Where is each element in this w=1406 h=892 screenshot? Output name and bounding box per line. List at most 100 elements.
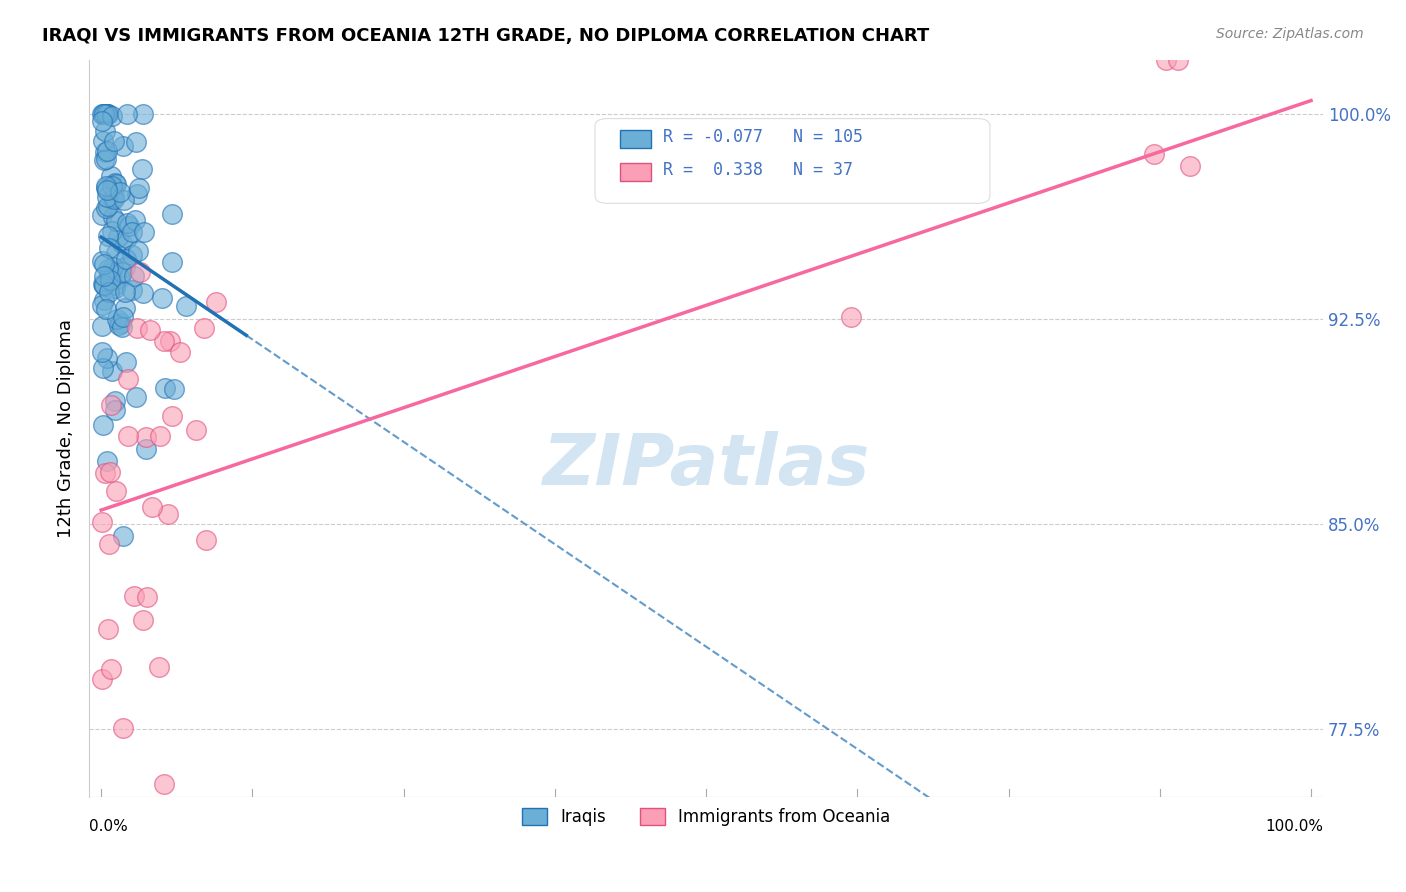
Point [132, 225, 155, 239]
Point [98, 465, 121, 479]
Point [96, 107, 118, 121]
Point [121, 283, 143, 297]
Point [162, 207, 184, 221]
Point [96, 190, 118, 204]
Point [100, 224, 122, 238]
Point [107, 311, 129, 326]
Text: Source: ZipAtlas.com: Source: ZipAtlas.com [1216, 27, 1364, 41]
Point [103, 393, 125, 408]
Point [93, 107, 115, 121]
Point [98, 273, 121, 287]
Point [141, 500, 163, 514]
Point [91, 253, 114, 268]
Point [169, 345, 191, 359]
Point [127, 244, 149, 258]
Point [108, 271, 131, 285]
Point [205, 295, 228, 310]
Point [115, 231, 138, 245]
Point [97, 199, 120, 213]
Bar [620, 129, 651, 148]
Point [91, 672, 114, 686]
FancyBboxPatch shape [595, 119, 990, 203]
Point [96, 107, 118, 121]
Point [91, 298, 114, 312]
Point [125, 136, 148, 150]
Point [100, 169, 122, 183]
Point [93, 278, 115, 293]
Point [136, 590, 159, 604]
Point [115, 355, 138, 369]
Point [104, 281, 127, 295]
Point [98, 268, 121, 283]
Point [160, 254, 183, 268]
Point [96, 301, 118, 316]
Point [111, 319, 134, 334]
Point [114, 301, 136, 315]
Point [101, 260, 124, 274]
Point [105, 214, 128, 228]
Bar [620, 163, 651, 181]
Point [131, 161, 153, 176]
Point [115, 215, 138, 229]
Point [98, 537, 121, 551]
Point [91, 107, 114, 121]
Point [115, 252, 138, 266]
Text: ZIPatlas: ZIPatlas [543, 431, 870, 500]
Point [98, 266, 121, 280]
Point [193, 320, 215, 334]
Point [91, 107, 114, 121]
Point [127, 187, 149, 202]
Point [128, 265, 150, 279]
Point [135, 442, 157, 457]
Point [153, 334, 176, 348]
Point [91, 345, 114, 359]
Point [128, 181, 150, 195]
Text: IRAQI VS IMMIGRANTS FROM OCEANIA 12TH GRADE, NO DIPLOMA CORRELATION CHART: IRAQI VS IMMIGRANTS FROM OCEANIA 12TH GR… [42, 27, 929, 45]
Point [94, 179, 117, 194]
Point [153, 777, 176, 791]
Point [114, 285, 136, 299]
Point [98, 241, 121, 255]
Point [94, 466, 117, 480]
Point [101, 210, 124, 224]
Point [93, 257, 115, 271]
Point [1143, 146, 1166, 161]
Point [94, 145, 117, 159]
Point [108, 318, 131, 332]
Point [108, 185, 131, 199]
Point [138, 322, 160, 336]
Point [157, 507, 180, 521]
Point [100, 662, 122, 676]
Point [101, 363, 124, 377]
Point [96, 107, 118, 121]
Point [101, 109, 124, 123]
Text: 0.0%: 0.0% [89, 819, 128, 834]
Y-axis label: 12th Grade, No Diploma: 12th Grade, No Diploma [58, 318, 75, 538]
Point [100, 398, 122, 412]
Point [160, 409, 183, 423]
Point [110, 265, 132, 279]
Point [91, 515, 114, 529]
Point [100, 192, 122, 206]
Point [132, 107, 155, 121]
Point [125, 390, 148, 404]
Point [121, 248, 143, 262]
Point [112, 310, 135, 324]
Point [96, 201, 118, 215]
Point [1167, 53, 1189, 67]
Point [122, 269, 145, 284]
Point [174, 299, 197, 313]
Point [132, 286, 155, 301]
Point [97, 229, 120, 244]
Point [96, 144, 118, 158]
Point [103, 134, 125, 148]
Point [163, 383, 186, 397]
Point [94, 124, 117, 138]
Point [132, 613, 155, 627]
Point [96, 183, 118, 197]
Point [104, 177, 127, 191]
Point [104, 176, 127, 190]
Point [91, 319, 114, 334]
Point [112, 193, 135, 207]
Legend: Iraqis, Immigrants from Oceania: Iraqis, Immigrants from Oceania [516, 801, 897, 833]
